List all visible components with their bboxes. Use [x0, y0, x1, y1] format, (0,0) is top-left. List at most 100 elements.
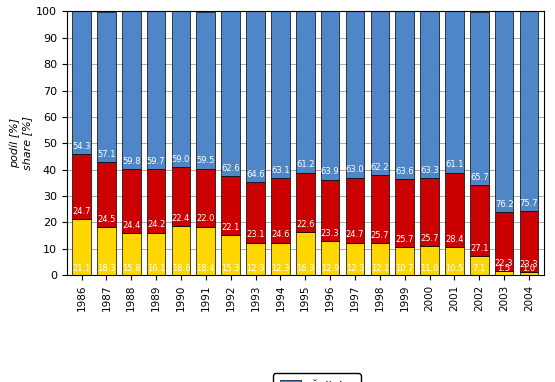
- Text: 24.7: 24.7: [346, 230, 364, 240]
- Bar: [296, 11, 315, 173]
- Text: 61.2: 61.2: [296, 160, 315, 169]
- Bar: [196, 168, 215, 227]
- Text: 10.5: 10.5: [445, 264, 463, 273]
- Bar: [395, 11, 414, 179]
- Bar: [122, 11, 140, 169]
- Text: 25.7: 25.7: [371, 231, 389, 240]
- Text: 16.3: 16.3: [296, 264, 315, 273]
- Bar: [445, 11, 464, 173]
- Text: 25.7: 25.7: [420, 234, 439, 243]
- Bar: [296, 232, 315, 275]
- Bar: [470, 256, 488, 275]
- Text: 12.3: 12.3: [346, 264, 364, 273]
- Bar: [171, 167, 190, 226]
- Bar: [147, 169, 165, 233]
- Text: 23.1: 23.1: [246, 230, 265, 240]
- Text: 65.7: 65.7: [470, 173, 488, 182]
- Text: 59.7: 59.7: [147, 157, 165, 166]
- Text: 15.3: 15.3: [221, 264, 240, 273]
- Bar: [147, 11, 165, 169]
- Text: 12.9: 12.9: [321, 264, 339, 273]
- Bar: [196, 227, 215, 275]
- Text: 1.5: 1.5: [498, 264, 511, 273]
- Text: 10.7: 10.7: [395, 264, 414, 273]
- Bar: [371, 243, 389, 275]
- Bar: [72, 219, 91, 275]
- Bar: [221, 176, 240, 235]
- Bar: [445, 248, 464, 275]
- Text: 54.3: 54.3: [72, 142, 91, 151]
- Text: 18.4: 18.4: [196, 264, 215, 273]
- Bar: [470, 12, 488, 185]
- Text: 12.1: 12.1: [371, 264, 389, 273]
- Text: 23.3: 23.3: [519, 260, 538, 269]
- Text: 63.3: 63.3: [420, 166, 439, 175]
- Bar: [495, 271, 513, 275]
- Text: 16.1: 16.1: [147, 264, 165, 273]
- Text: 57.1: 57.1: [97, 150, 115, 159]
- Bar: [196, 12, 215, 168]
- Bar: [420, 11, 439, 178]
- Text: 63.6: 63.6: [395, 167, 414, 176]
- Text: 12.3: 12.3: [246, 264, 265, 273]
- Bar: [122, 169, 140, 233]
- Bar: [271, 178, 290, 243]
- Bar: [321, 241, 340, 275]
- Y-axis label: podíl [%]
share [%]: podíl [%] share [%]: [9, 116, 32, 170]
- Bar: [519, 272, 538, 275]
- Text: 22.1: 22.1: [221, 223, 240, 231]
- Bar: [97, 162, 115, 227]
- Text: 27.1: 27.1: [470, 244, 488, 253]
- Text: 63.9: 63.9: [321, 167, 340, 176]
- Bar: [147, 233, 165, 275]
- Text: 23.3: 23.3: [321, 229, 340, 238]
- Bar: [221, 11, 240, 176]
- Text: 22.3: 22.3: [495, 259, 513, 268]
- Bar: [346, 243, 364, 275]
- Text: 7.1: 7.1: [473, 264, 486, 273]
- Bar: [72, 11, 91, 154]
- Text: 22.4: 22.4: [171, 214, 190, 223]
- Text: 18.6: 18.6: [171, 264, 190, 273]
- Text: 28.4: 28.4: [445, 235, 463, 244]
- Bar: [420, 246, 439, 275]
- Bar: [171, 226, 190, 275]
- Bar: [346, 178, 364, 243]
- Bar: [346, 11, 364, 178]
- Bar: [97, 12, 115, 162]
- Text: 24.2: 24.2: [147, 220, 165, 230]
- Text: 59.5: 59.5: [196, 156, 215, 165]
- Bar: [495, 212, 513, 271]
- Bar: [221, 235, 240, 275]
- Text: 62.6: 62.6: [221, 164, 240, 173]
- Text: 59.0: 59.0: [171, 155, 190, 164]
- Bar: [97, 227, 115, 275]
- Text: 22.0: 22.0: [196, 214, 215, 223]
- Bar: [470, 185, 488, 256]
- Bar: [395, 179, 414, 247]
- Bar: [296, 173, 315, 232]
- Text: 61.1: 61.1: [445, 160, 463, 169]
- Bar: [122, 233, 140, 275]
- Text: 59.8: 59.8: [122, 157, 140, 166]
- Text: 24.5: 24.5: [97, 215, 115, 223]
- Text: 18.3: 18.3: [97, 264, 115, 273]
- Text: 24.6: 24.6: [271, 230, 290, 240]
- Text: 15.8: 15.8: [122, 264, 140, 273]
- Text: 24.7: 24.7: [72, 207, 91, 216]
- Text: 11.0: 11.0: [420, 264, 439, 273]
- Bar: [246, 11, 265, 182]
- Bar: [72, 154, 91, 219]
- Bar: [271, 243, 290, 275]
- Bar: [420, 178, 439, 246]
- Bar: [519, 11, 538, 211]
- Text: 25.7: 25.7: [395, 235, 414, 244]
- Bar: [395, 247, 414, 275]
- Bar: [246, 243, 265, 275]
- Bar: [445, 173, 464, 248]
- Bar: [271, 11, 290, 178]
- Bar: [519, 211, 538, 272]
- Text: 12.3: 12.3: [271, 264, 290, 273]
- Text: 24.4: 24.4: [122, 221, 140, 230]
- Bar: [246, 182, 265, 243]
